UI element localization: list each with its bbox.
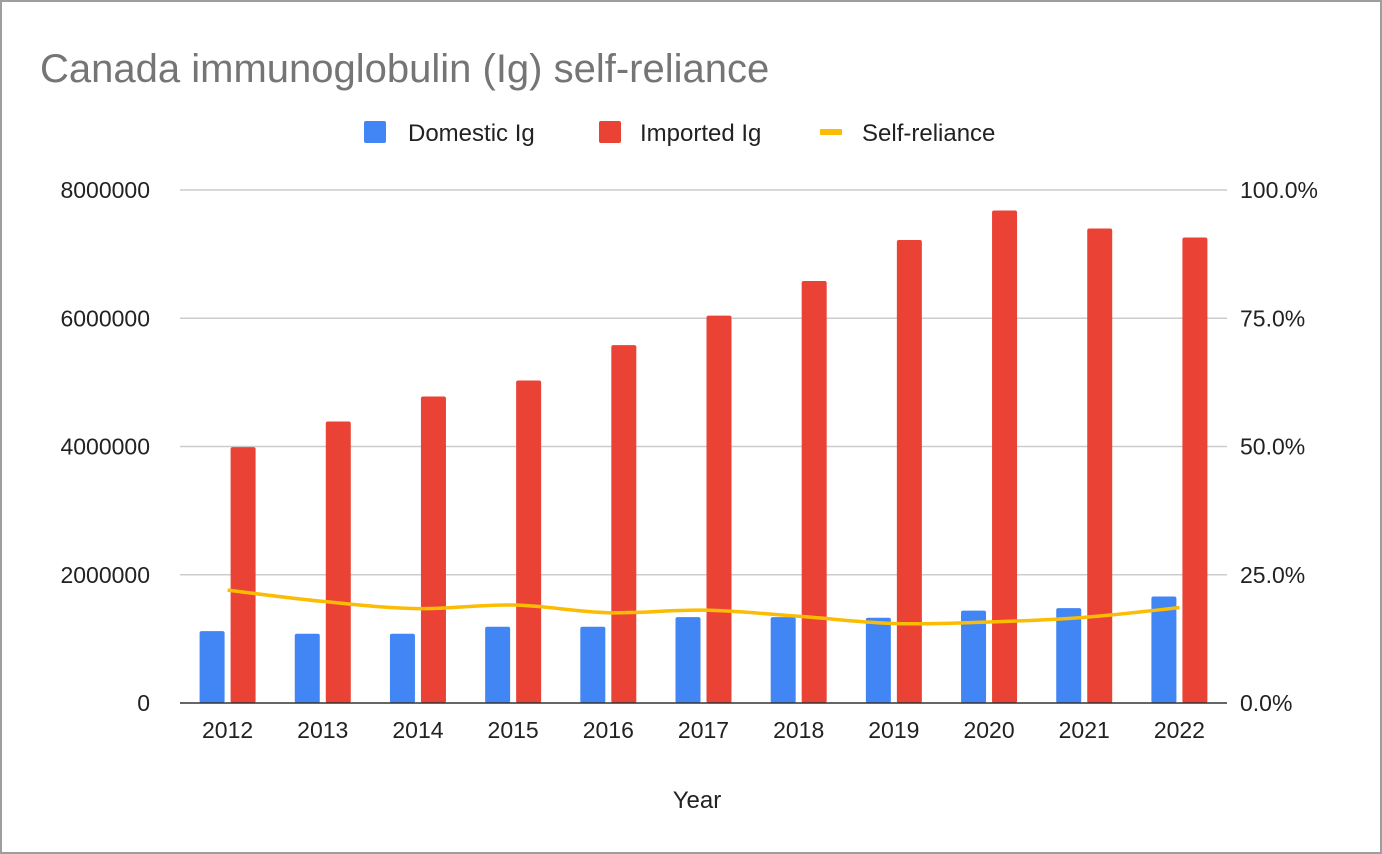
bar-imported-2014 [420,396,446,703]
left-axis-ticks: 0 2000000 4000000 6000000 8000000 [60,177,150,716]
x-axis-title: Year [673,787,722,814]
bar-imported-2015 [516,380,542,703]
bar-domestic-2012 [199,631,225,703]
y2-tick-label: 75.0% [1240,305,1305,331]
y-tick-label: 0 [137,690,150,716]
bar-domestic-2015 [485,626,511,703]
bar-imported-2012 [230,447,256,703]
x-tick-label: 2013 [297,717,348,743]
bar-domestic-2014 [389,633,415,703]
bar-imported-2019 [896,240,922,703]
x-tick-label: 2017 [678,717,729,743]
bar-domestic-2019 [865,617,891,703]
y-tick-label: 6000000 [60,305,150,331]
bars [199,210,1208,703]
self-reliance-line-layer [227,588,1180,626]
legend-swatch-self-reliance [820,129,842,135]
x-tick-label: 2020 [963,717,1014,743]
bar-domestic-2013 [294,633,320,703]
legend-swatch-domestic [364,121,386,143]
bar-imported-2017 [706,315,732,703]
legend: Domestic Ig Imported Ig Self-reliance [364,120,995,147]
legend-label-self-reliance: Self-reliance [862,120,995,147]
self-reliance-line [227,588,1180,626]
bar-imported-2013 [325,421,351,703]
y2-tick-label: 0.0% [1240,690,1292,716]
y2-tick-label: 25.0% [1240,562,1305,588]
legend-label-imported: Imported Ig [640,120,761,147]
y-tick-label: 4000000 [60,434,150,460]
x-tick-label: 2016 [583,717,634,743]
x-tick-label: 2019 [868,717,919,743]
x-tick-label: 2014 [392,717,443,743]
legend-swatch-imported [599,121,621,143]
y2-tick-label: 100.0% [1240,177,1318,203]
gridlines [180,189,1227,576]
bar-domestic-2022 [1151,596,1177,703]
bar-imported-2021 [1087,228,1113,703]
bar-imported-2022 [1182,237,1208,703]
x-axis-ticks: 2012 2013 2014 2015 2016 2017 2018 2019 2020 2021… [202,717,1205,743]
x-tick-label: 2018 [773,717,824,743]
y-tick-label: 2000000 [60,562,150,588]
bar-domestic-2016 [580,626,606,703]
bar-domestic-2017 [675,617,701,703]
y2-tick-label: 50.0% [1240,434,1305,460]
chart-title: Canada immunoglobulin (Ig) self-reliance [40,47,769,91]
bar-domestic-2021 [1056,608,1082,703]
x-tick-label: 2021 [1059,717,1110,743]
legend-label-domestic: Domestic Ig [408,120,535,147]
x-tick-label: 2015 [488,717,539,743]
x-tick-label: 2012 [202,717,253,743]
bar-imported-2016 [611,345,637,703]
bar-imported-2020 [992,210,1018,703]
right-axis-ticks: 0.0% 25.0% 50.0% 75.0% 100.0% [1240,177,1318,716]
x-tick-label: 2022 [1154,717,1205,743]
y-tick-label: 8000000 [60,177,150,203]
bar-imported-2018 [801,281,827,703]
bar-domestic-2020 [961,610,987,703]
bar-domestic-2018 [770,617,796,703]
